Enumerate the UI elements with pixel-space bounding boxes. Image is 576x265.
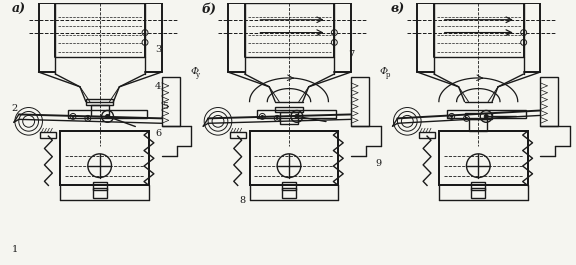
Bar xyxy=(55,3,145,57)
Text: 6: 6 xyxy=(155,129,161,138)
Bar xyxy=(93,188,107,198)
Text: б): б) xyxy=(201,3,216,16)
Bar xyxy=(91,105,108,116)
Bar xyxy=(230,132,245,138)
Bar xyxy=(60,131,149,186)
Bar xyxy=(275,107,303,112)
Bar xyxy=(40,132,56,138)
Text: у: у xyxy=(196,71,200,79)
Text: Ф: Ф xyxy=(380,67,388,76)
Bar xyxy=(471,188,485,198)
Text: 2: 2 xyxy=(11,104,17,113)
Bar xyxy=(86,99,113,105)
Bar xyxy=(434,3,524,57)
Bar xyxy=(280,112,298,124)
Text: 4: 4 xyxy=(155,82,161,91)
Circle shape xyxy=(72,116,74,117)
Circle shape xyxy=(465,117,468,119)
Text: 9: 9 xyxy=(376,159,382,168)
Text: 1: 1 xyxy=(12,245,18,254)
Bar xyxy=(351,77,369,126)
Bar xyxy=(464,113,492,119)
Circle shape xyxy=(105,114,109,118)
Circle shape xyxy=(484,114,488,118)
Bar xyxy=(245,3,334,57)
Bar xyxy=(282,183,296,190)
Bar xyxy=(249,131,338,186)
Bar xyxy=(93,183,107,190)
Bar xyxy=(282,188,296,198)
Bar xyxy=(257,111,336,118)
Text: 5: 5 xyxy=(162,103,168,112)
Bar xyxy=(471,183,485,190)
Bar xyxy=(447,111,526,118)
Circle shape xyxy=(87,117,89,119)
Text: 8: 8 xyxy=(240,196,246,205)
Circle shape xyxy=(295,114,299,118)
Circle shape xyxy=(262,116,263,117)
Text: а): а) xyxy=(12,3,26,16)
Bar xyxy=(469,119,487,131)
Bar xyxy=(162,77,180,126)
Text: 7: 7 xyxy=(348,50,354,59)
Bar xyxy=(60,131,149,186)
Circle shape xyxy=(450,116,453,117)
Bar xyxy=(249,131,338,186)
Bar xyxy=(419,132,435,138)
Bar xyxy=(540,77,558,126)
Text: Ф: Ф xyxy=(191,67,199,76)
Bar xyxy=(439,131,528,186)
Text: в): в) xyxy=(391,3,405,16)
Circle shape xyxy=(276,117,278,119)
Text: р: р xyxy=(385,71,390,79)
Bar xyxy=(68,111,147,118)
Text: 3: 3 xyxy=(155,45,161,54)
Bar xyxy=(439,131,528,186)
